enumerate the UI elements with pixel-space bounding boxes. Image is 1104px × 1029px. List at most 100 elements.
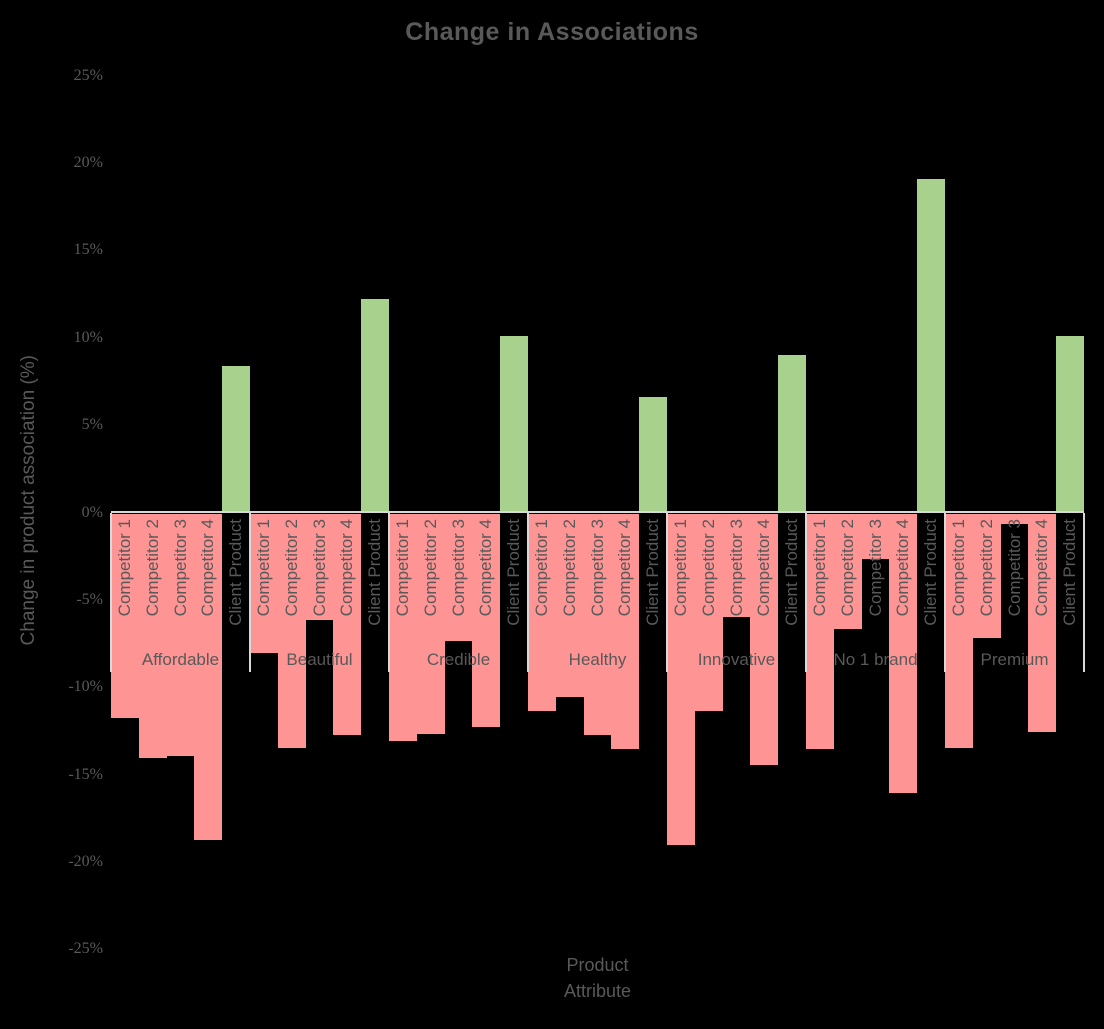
bar-series-label: Competitor 2 <box>142 519 162 617</box>
bar-innovative-competitor-3 <box>722 513 751 617</box>
category-separator-line <box>249 512 251 672</box>
bar-series-label: Competitor 2 <box>281 519 301 617</box>
bar-healthy-client-product <box>639 397 667 513</box>
bar-series-label: Competitor 2 <box>698 519 718 617</box>
bar-series-label: Competitor 1 <box>532 519 551 617</box>
bar-series-label: Competitor 1 <box>949 519 968 617</box>
y-tick-label--25-: -25% <box>68 940 103 958</box>
x-axis-title-line-1: Product <box>566 955 629 975</box>
y-tick-label--15-: -15% <box>68 765 103 783</box>
bar-affordable-competitor-1 <box>111 513 139 718</box>
y-tick-label-0-: 0% <box>81 503 103 521</box>
bar-beautiful-competitor-3 <box>305 513 334 621</box>
bar-series-label: Competitor 4 <box>893 519 913 617</box>
bar-series-label: Competitor 2 <box>559 519 579 617</box>
bar-series-label: Competitor 3 <box>1004 519 1024 617</box>
bar-beautiful-client-product <box>361 299 389 513</box>
y-tick-label-5-: 5% <box>81 416 103 434</box>
category-separator-line <box>388 512 390 672</box>
y-tick-label-15-: 15% <box>73 241 103 259</box>
bar-credible-client-product <box>500 336 528 513</box>
bar-premium-competitor-1 <box>945 513 973 748</box>
bar-beautiful-competitor-1 <box>250 513 278 654</box>
bar-credible-competitor-2 <box>416 513 445 734</box>
category-separator-line <box>666 512 668 672</box>
y-tick-label--10-: -10% <box>68 678 103 696</box>
y-tick-label-20-: 20% <box>73 154 103 172</box>
x-axis-title: Product Attribute <box>111 952 1084 1004</box>
y-tick-label--20-: -20% <box>68 852 103 870</box>
bar-affordable-competitor-2 <box>138 513 167 759</box>
bar-series-label: Competitor 1 <box>254 519 273 617</box>
category-label-beautiful: Beautiful <box>286 650 353 669</box>
category-separator-line <box>944 512 946 672</box>
bar-credible-competitor-3 <box>444 513 473 642</box>
bar-no-1-brand-competitor-4 <box>889 513 918 794</box>
bar-innovative-competitor-4 <box>750 513 779 766</box>
category-label-no-1-brand: No 1 brand <box>833 650 918 669</box>
bar-series-label: Competitor 3 <box>865 519 885 617</box>
bar-series-label: Competitor 1 <box>671 519 690 617</box>
bar-healthy-competitor-2 <box>555 513 584 697</box>
bar-affordable-competitor-3 <box>166 513 195 757</box>
bar-series-label: Competitor 4 <box>615 519 635 617</box>
bar-series-label: Competitor 4 <box>754 519 774 617</box>
bar-series-label: Competitor 1 <box>810 519 829 617</box>
bar-series-label: Competitor 2 <box>837 519 857 617</box>
bar-premium-competitor-3 <box>1000 513 1029 524</box>
category-label-premium: Premium <box>980 650 1049 669</box>
category-separator-line <box>1083 512 1085 672</box>
bar-healthy-competitor-4 <box>611 513 640 750</box>
bar-innovative-competitor-2 <box>694 513 723 711</box>
bar-credible-competitor-4 <box>472 513 501 727</box>
bar-series-label: Competitor 3 <box>309 519 329 617</box>
bar-series-label: Client Product <box>1060 519 1080 626</box>
bar-healthy-competitor-3 <box>583 513 612 736</box>
bar-series-label: Competitor 3 <box>726 519 746 617</box>
bar-innovative-client-product <box>778 355 806 513</box>
bar-series-label: Client Product <box>921 519 941 626</box>
category-separator-line <box>527 512 529 672</box>
bar-series-label: Competitor 3 <box>448 519 468 617</box>
category-label-affordable: Affordable <box>141 650 220 669</box>
zero-axis-line <box>111 511 1084 513</box>
bar-series-label: Client Product <box>643 519 663 626</box>
bar-premium-client-product <box>1056 336 1084 513</box>
bar-series-label: Client Product <box>226 519 246 626</box>
category-label-innovative: Innovative <box>697 650 776 669</box>
category-separator-line <box>110 512 112 672</box>
bar-beautiful-competitor-2 <box>277 513 306 748</box>
bar-series-label: Client Product <box>782 519 802 626</box>
bar-affordable-competitor-4 <box>194 513 223 841</box>
chart-title: Change in Associations <box>405 18 699 46</box>
bar-credible-competitor-1 <box>389 513 417 741</box>
bar-series-label: Client Product <box>365 519 385 626</box>
y-tick-label-25-: 25% <box>73 66 103 84</box>
bar-series-label: Competitor 2 <box>420 519 440 617</box>
x-axis-title-line-2: Attribute <box>563 981 632 1001</box>
bar-series-label: Competitor 4 <box>337 519 357 617</box>
bar-series-label: Competitor 4 <box>476 519 496 617</box>
bar-series-label: Competitor 3 <box>170 519 190 617</box>
bar-series-label: Competitor 3 <box>587 519 607 617</box>
bar-premium-competitor-4 <box>1028 513 1057 732</box>
bar-affordable-client-product <box>222 365 250 513</box>
bar-premium-competitor-2 <box>972 513 1001 638</box>
bar-series-label: Client Product <box>504 519 524 626</box>
bar-no-1-brand-competitor-2 <box>833 513 862 629</box>
y-tick-label-10-: 10% <box>73 328 103 346</box>
category-separator-line <box>805 512 807 672</box>
bar-series-label: Competitor 1 <box>115 519 134 617</box>
bar-no-1-brand-competitor-3 <box>861 513 890 559</box>
bar-no-1-brand-competitor-1 <box>806 513 834 750</box>
bar-healthy-competitor-1 <box>528 513 556 711</box>
bar-series-label: Competitor 4 <box>1032 519 1052 617</box>
bar-series-label: Competitor 2 <box>976 519 996 617</box>
bar-series-label: Competitor 1 <box>393 519 412 617</box>
bar-series-label: Competitor 4 <box>198 519 218 617</box>
bar-innovative-competitor-1 <box>667 513 695 846</box>
bar-no-1-brand-client-product <box>917 178 945 513</box>
category-label-healthy: Healthy <box>568 650 627 669</box>
y-tick-label--5-: -5% <box>76 590 103 608</box>
